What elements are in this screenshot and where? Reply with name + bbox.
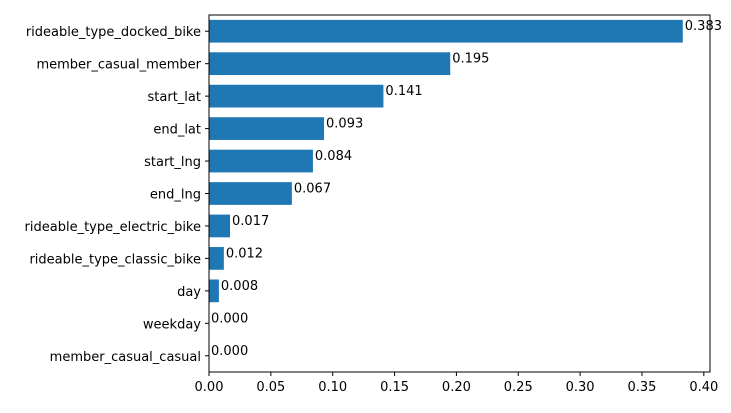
y-tick-label-weekday: weekday bbox=[143, 317, 201, 332]
bar-rideable_type_electric_bike bbox=[209, 214, 231, 238]
y-axis: rideable_type_docked_bike member_casual_m… bbox=[25, 25, 209, 365]
value-label-member_casual_member: 0.195 bbox=[452, 52, 489, 67]
value-label-start_lng: 0.084 bbox=[315, 149, 352, 164]
x-tick-label: 0.10 bbox=[318, 380, 347, 395]
y-tick-label-day: day bbox=[177, 285, 201, 300]
value-label-rideable_type_electric_bike: 0.017 bbox=[232, 214, 269, 229]
value-label-rideable_type_classic_bike: 0.012 bbox=[226, 246, 263, 261]
x-tick-label: 0.15 bbox=[380, 380, 409, 395]
x-tick-label: 0.25 bbox=[504, 380, 533, 395]
value-label-start_lat: 0.141 bbox=[385, 84, 422, 99]
y-tick-label-rideable_type_electric_bike: rideable_type_electric_bike bbox=[25, 220, 201, 235]
x-axis: 0.00 0.05 0.10 0.15 0.20 0.25 0.30 0.35 0.40 bbox=[195, 372, 718, 395]
x-tick-label: 0.05 bbox=[256, 380, 285, 395]
value-label-rideable_type_docked_bike: 0.383 bbox=[685, 19, 722, 34]
bar-rideable_type_classic_bike bbox=[209, 247, 224, 270]
value-label-day: 0.008 bbox=[221, 279, 258, 294]
y-tick-label-rideable_type_classic_bike: rideable_type_classic_bike bbox=[29, 252, 201, 267]
y-tick-label-start_lng: start_lng bbox=[144, 155, 201, 170]
x-tick-label: 0.30 bbox=[566, 380, 595, 395]
plot-frame bbox=[208, 14, 711, 373]
y-tick-label-end_lat: end_lat bbox=[153, 123, 201, 138]
y-tick-label-member_casual_member: member_casual_member bbox=[36, 58, 201, 73]
y-tick-label-member_casual_casual: member_casual_casual bbox=[50, 350, 201, 365]
value-label-end_lat: 0.093 bbox=[326, 117, 363, 132]
bar-start_lng bbox=[209, 149, 313, 173]
bar-end_lat bbox=[209, 117, 325, 140]
bar-start_lat bbox=[209, 84, 384, 108]
value-label-weekday: 0.000 bbox=[211, 311, 248, 326]
bar-member_casual_member bbox=[209, 52, 451, 76]
y-tick-label-start_lat: start_lat bbox=[148, 90, 201, 105]
bar-end_lng bbox=[209, 182, 292, 205]
value-label-end_lng: 0.067 bbox=[294, 182, 331, 197]
x-tick-label: 0.20 bbox=[442, 380, 471, 395]
y-tick-label-end_lng: end_lng bbox=[150, 188, 201, 203]
x-tick-label: 0.00 bbox=[195, 380, 224, 395]
bars-layer bbox=[209, 19, 683, 303]
value-labels-layer: 0.383 0.195 0.141 0.093 0.084 0.067 0.017 0.012… bbox=[211, 19, 722, 359]
bar-rideable_type_docked_bike bbox=[209, 19, 683, 43]
y-tick-label-rideable_type_docked_bike: rideable_type_docked_bike bbox=[26, 25, 201, 40]
bar-day bbox=[209, 279, 219, 303]
x-tick-label: 0.40 bbox=[689, 380, 718, 395]
value-label-member_casual_casual: 0.000 bbox=[211, 344, 248, 359]
x-tick-label: 0.35 bbox=[627, 380, 656, 395]
